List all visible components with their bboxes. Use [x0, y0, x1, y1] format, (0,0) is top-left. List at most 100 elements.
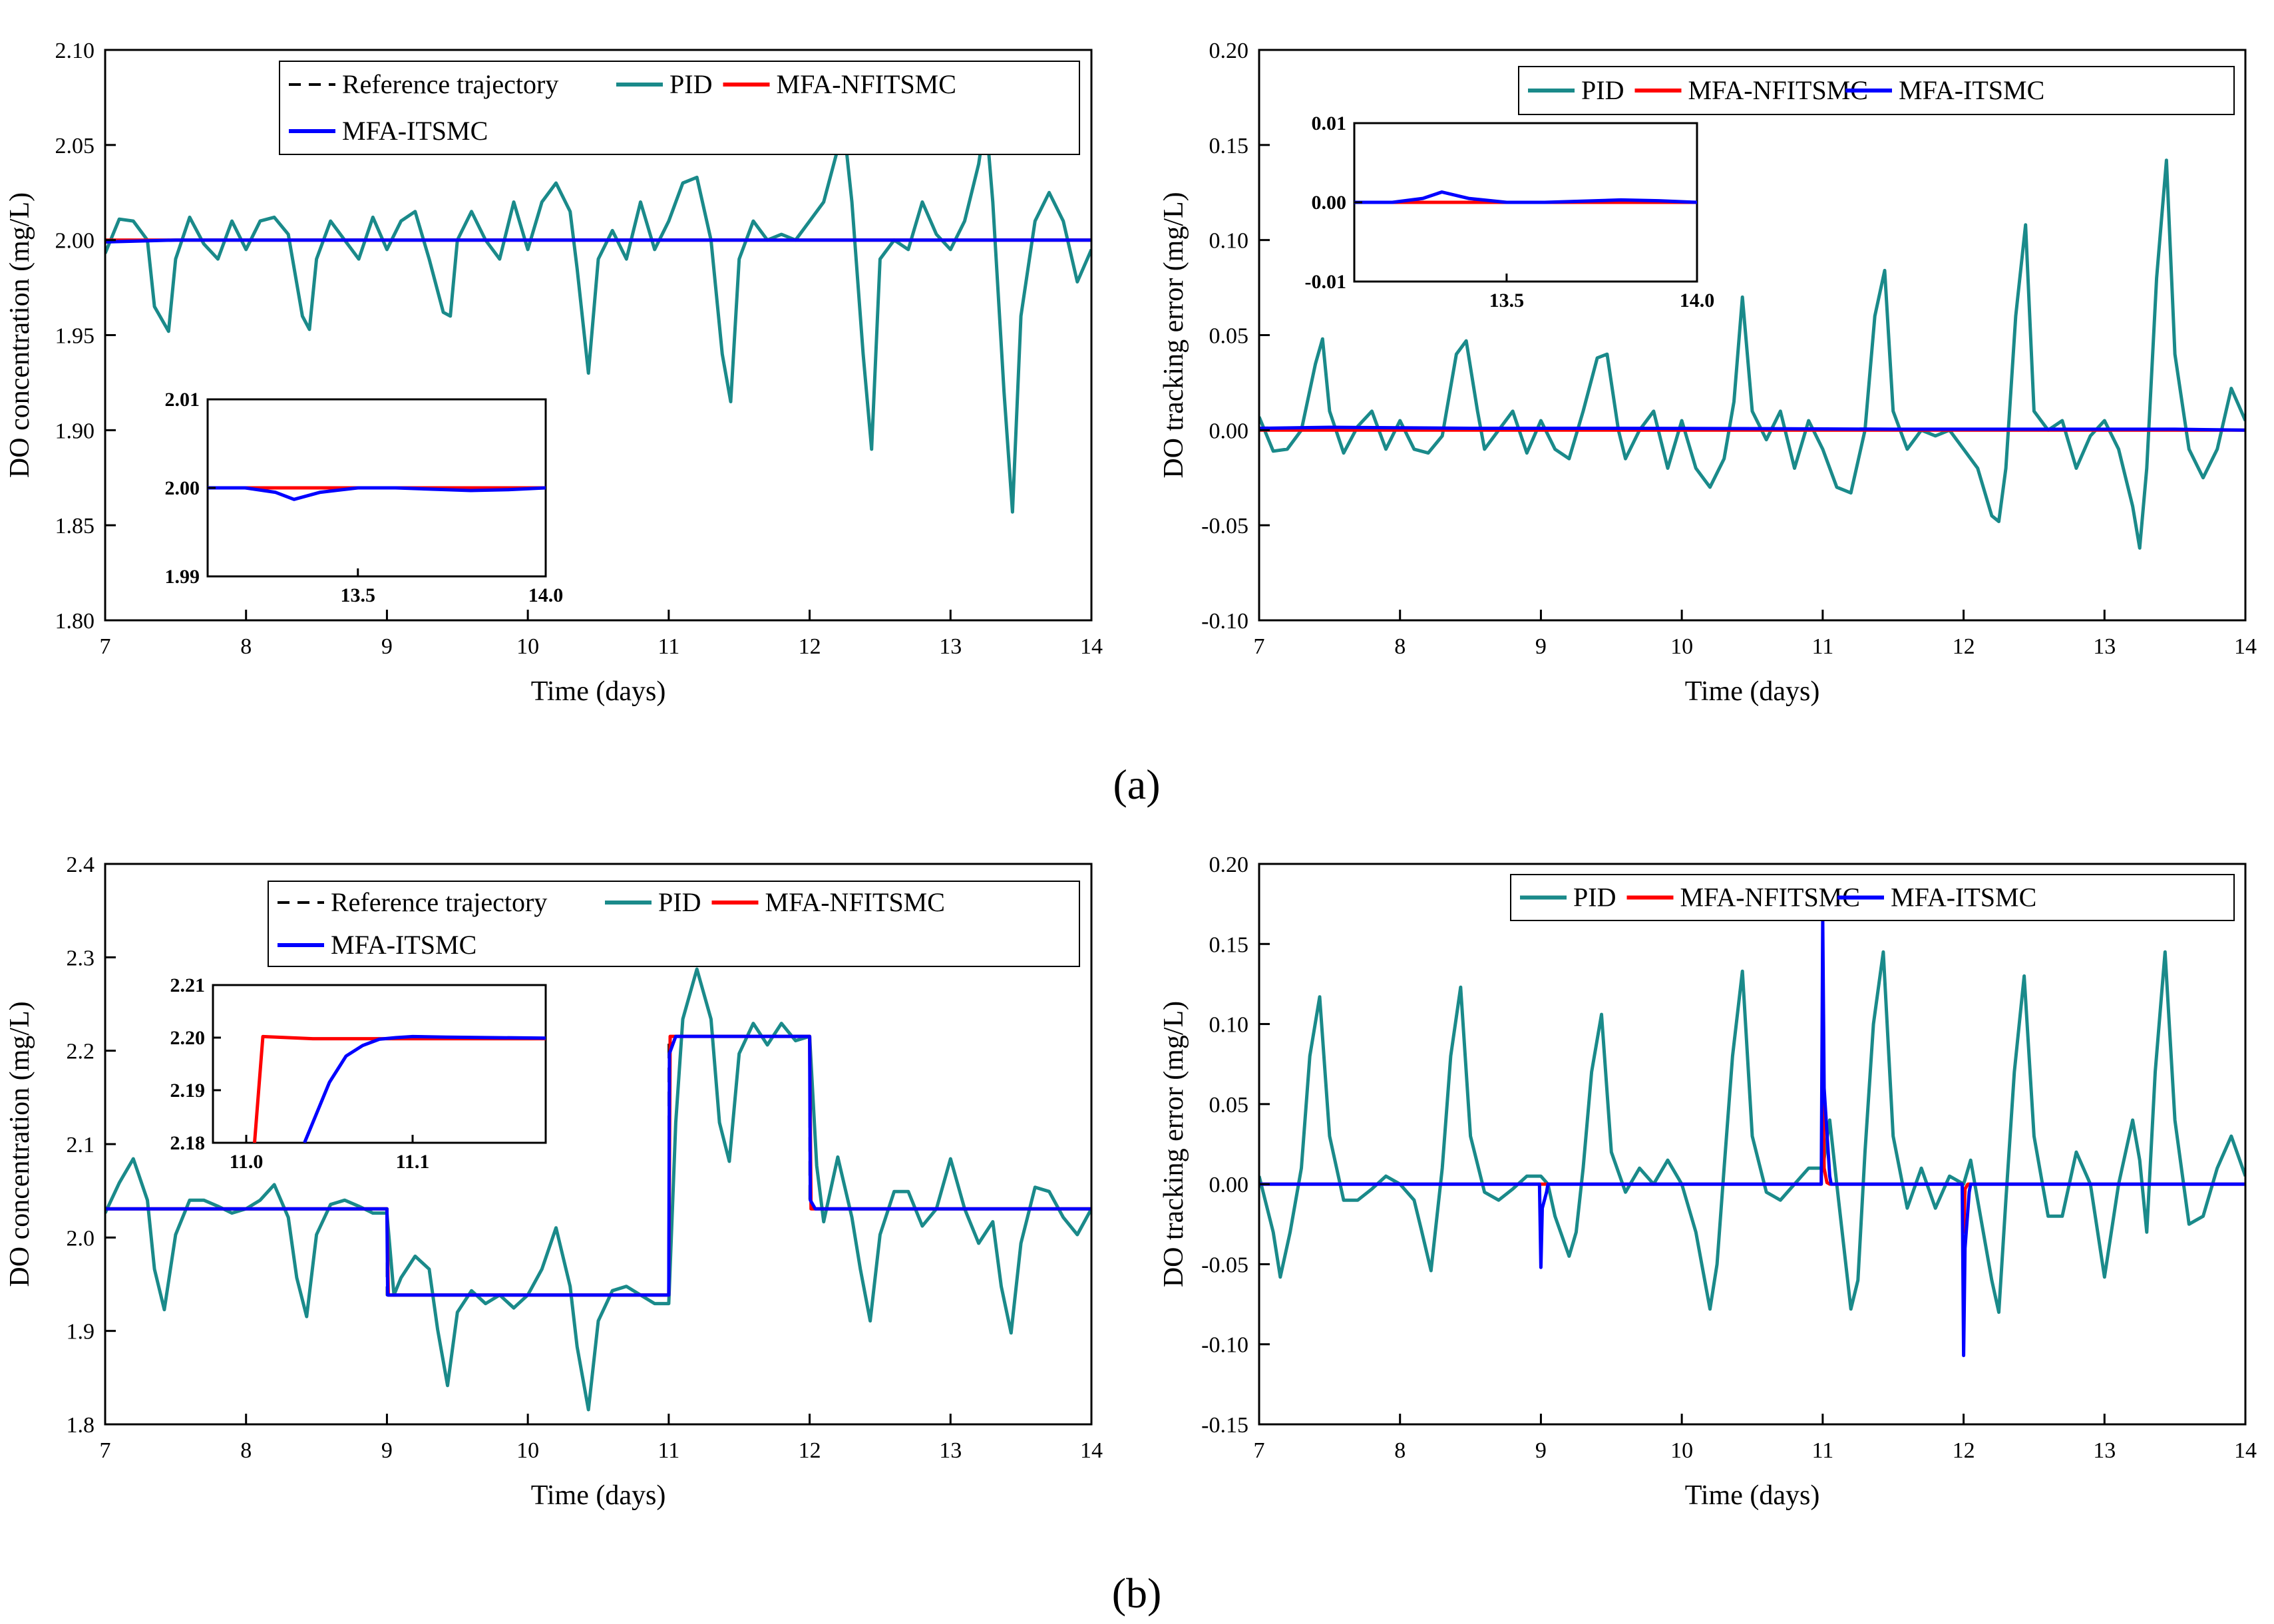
legend-label-mfa-itsmc: MFA-ITSMC: [1891, 883, 2036, 913]
y-tick-label: 0.15: [1209, 932, 1249, 957]
inset-y-tick-label: 0.00: [1312, 192, 1347, 214]
y-tick-label: 0.15: [1209, 134, 1249, 158]
inset-y-tick-label: 1.99: [165, 566, 200, 588]
chart-b_left: 7 8 9 10 11 12 13 14 1.8 1.9 2.0 2.1 2.2 2.3 2.4 Time (…: [5, 853, 1103, 1511]
chart-b_right: 7 8 9 10 11 12 13 14 -0.15 -0.10 -0.05 0.00 0.05 0.10…: [1159, 853, 2257, 1511]
y-tick-label: 0.10: [1209, 229, 1249, 254]
x-tick-label: 9: [1535, 1438, 1547, 1463]
inset-frame: [212, 984, 547, 1144]
x-tick-label: 12: [799, 634, 821, 659]
legend-label-mfa-itsmc: MFA-ITSMC: [331, 930, 476, 960]
y-tick-label: 0.20: [1209, 853, 1249, 877]
inset: 13.5 14.0 -0.01 0.00 0.01: [1305, 112, 1715, 311]
y-tick-label: 0.05: [1209, 1093, 1249, 1117]
inset-series-group: [253, 1034, 546, 1143]
inset-x-tick-label: 13.5: [1489, 290, 1525, 311]
x-tick-label: 7: [100, 634, 111, 659]
inset-series-group: [208, 486, 546, 501]
legend-label-reference-trajectory: Reference trajectory: [342, 69, 558, 99]
x-tick-label: 11: [1811, 1438, 1833, 1463]
chart-a_right: 7 8 9 10 11 12 13 14 -0.10 -0.05 0.00 0.05 0.10 0.15 0…: [1159, 39, 2257, 707]
legend-label-reference-trajectory: Reference trajectory: [331, 887, 547, 917]
inset-x-tick-label: 14.0: [528, 584, 564, 606]
x-tick-label: 12: [1953, 634, 1975, 659]
x-tick-label: 11: [658, 634, 679, 659]
x-tick-label: 10: [1670, 1438, 1693, 1463]
legend: PID MFA-NFITSMC MFA-ITSMC: [1518, 66, 2235, 115]
y-tick-label: 0.00: [1209, 1173, 1249, 1197]
inset-x-tick-label: 14.0: [1680, 290, 1715, 311]
inset: 11.0 11.1 2.18 2.19 2.20 2.21: [170, 974, 547, 1173]
y-tick-label: -0.10: [1201, 1333, 1248, 1358]
legend-label-pid: PID: [658, 887, 701, 917]
y-tick-label: 2.2: [67, 1040, 95, 1064]
y-tick-label: -0.05: [1201, 514, 1248, 538]
plot-frame: [1258, 863, 2247, 1426]
x-tick-label: 14: [1080, 1438, 1103, 1463]
inset-x-tick-label: 11.1: [396, 1151, 430, 1173]
inset-x-tick-label: 13.5: [341, 584, 376, 606]
legend-label-mfa-nfitsmc: MFA-NFITSMC: [1680, 883, 1860, 913]
y-axis-label: DO concentration (mg/L): [5, 192, 35, 478]
x-tick-label: 7: [1254, 1438, 1265, 1463]
inset-y-tick-label: 2.20: [170, 1027, 206, 1049]
x-tick-label: 14: [2234, 634, 2257, 659]
x-tick-label: 7: [100, 1438, 111, 1463]
inset-y-tick-label: 2.18: [170, 1132, 206, 1154]
x-axis-label: Time (days): [531, 676, 666, 707]
y-tick-label: 1.90: [55, 419, 95, 443]
x-tick-label: 8: [1394, 1438, 1406, 1463]
x-axis-label: Time (days): [1685, 676, 1820, 707]
inset-y-tick-label: 2.19: [170, 1080, 206, 1102]
legend-box: [268, 881, 1080, 967]
legend-label-pid: PID: [1573, 883, 1616, 913]
y-tick-label: 2.0: [67, 1226, 95, 1251]
y-tick-label: 1.9: [67, 1320, 95, 1344]
legend-label-pid: PID: [1581, 75, 1624, 105]
inset-x-tick-label: 11.0: [230, 1151, 264, 1173]
x-tick-label: 12: [1953, 1438, 1975, 1463]
series-line-mfa-nfitsmc: [1259, 1062, 2245, 1234]
series-line-mfa-itsmc: [1259, 918, 2245, 1358]
series-line-mfa-itsmc: [105, 1034, 1091, 1297]
inset-series-group: [1354, 190, 1697, 204]
y-axis-label: DO tracking error (mg/L): [1159, 1001, 1189, 1287]
x-axis-label: Time (days): [531, 1480, 666, 1511]
x-tick-label: 8: [240, 1438, 252, 1463]
series-line-mfa-itsmc: [1259, 425, 2245, 432]
x-tick-label: 13: [2093, 1438, 2116, 1463]
legend-label-mfa-nfitsmc: MFA-NFITSMC: [1688, 75, 1868, 105]
y-tick-label: 2.05: [55, 134, 95, 158]
y-axis-label: DO concentration (mg/L): [5, 1001, 35, 1287]
series-group: [1259, 158, 2245, 550]
x-tick-label: 13: [939, 1438, 962, 1463]
legend-label-mfa-nfitsmc: MFA-NFITSMC: [777, 69, 956, 99]
legend: Reference trajectory PID MFA-NFITSMC MFA-IT…: [268, 881, 1080, 967]
x-tick-label: 8: [240, 634, 252, 659]
x-tick-label: 10: [516, 634, 539, 659]
inset-y-tick-label: 2.00: [165, 477, 200, 499]
y-tick-label: 2.10: [55, 39, 95, 63]
x-tick-label: 11: [658, 1438, 679, 1463]
y-tick-label: 0.20: [1209, 39, 1249, 63]
inset-y-tick-label: 2.21: [170, 974, 206, 996]
inset-series-mfa-itsmc: [303, 1034, 546, 1143]
x-axis-label: Time (days): [1685, 1480, 1820, 1511]
y-tick-label: 1.85: [55, 514, 95, 538]
y-tick-label: 0.00: [1209, 419, 1249, 443]
y-tick-label: 2.3: [67, 946, 95, 970]
x-tick-label: 13: [2093, 634, 2116, 659]
series-line-pid: [1259, 158, 2245, 550]
series-group: [105, 114, 1091, 514]
inset-series-mfa-itsmc: [1354, 190, 1697, 204]
y-tick-label: 1.8: [67, 1413, 95, 1438]
legend-label-pid: PID: [669, 69, 712, 99]
inset-y-tick-label: 0.01: [1312, 112, 1347, 134]
y-tick-label: 1.95: [55, 324, 95, 349]
legend: PID MFA-NFITSMC MFA-ITSMC: [1510, 874, 2235, 921]
y-tick-label: 2.1: [67, 1133, 95, 1157]
y-tick-label: 0.05: [1209, 324, 1249, 349]
inset-y-tick-label: 2.01: [165, 389, 200, 411]
series-group: [105, 967, 1091, 1412]
